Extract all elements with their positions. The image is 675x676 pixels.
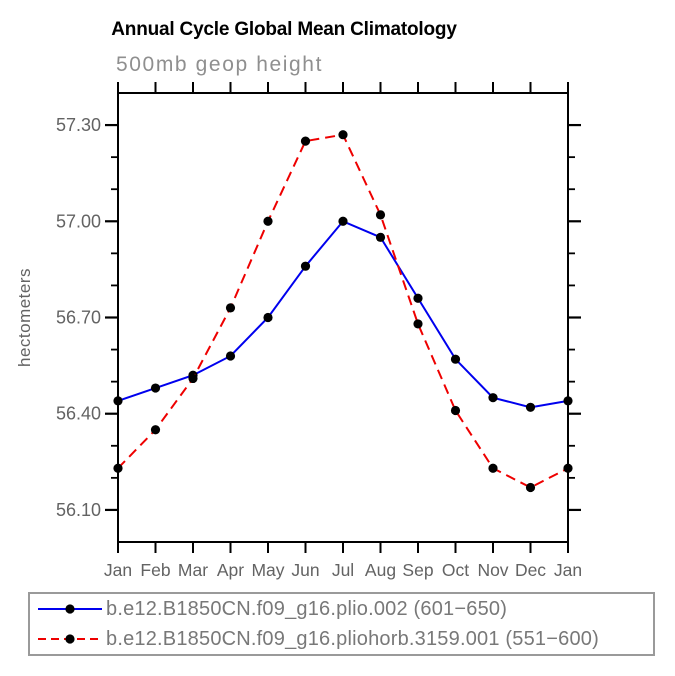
data-point-marker	[188, 373, 198, 384]
chart-subtitle: 500mb geop height	[116, 53, 324, 76]
legend-marker	[65, 634, 75, 644]
x-tick-label: Oct	[442, 560, 469, 580]
data-point-marker	[263, 216, 273, 226]
x-tick-label: Jun	[291, 560, 319, 580]
legend-line-sample-dashed	[38, 634, 102, 644]
data-point-marker	[488, 463, 498, 473]
legend-label: b.e12.B1850CN.f09_g16.pliohorb.3159.001 …	[106, 627, 599, 650]
x-tick-label: Nov	[477, 560, 508, 580]
y-tick-label: 57.00	[56, 211, 101, 231]
data-point-marker	[338, 216, 348, 226]
x-tick-label: Mar	[178, 560, 208, 580]
chart-canvas: Jan Feb Mar Apr May Jun Jul Aug Sep Oct Nov Dec Jan 5…	[15, 82, 582, 580]
data-point-marker	[563, 463, 573, 473]
series-line-1	[117, 133, 569, 489]
data-point-marker	[450, 354, 461, 364]
y-tick-label: 56.70	[56, 308, 101, 328]
data-point-marker	[113, 396, 123, 406]
data-point-marker	[525, 402, 536, 412]
data-point-marker	[375, 232, 386, 242]
legend-label: b.e12.B1850CN.f09_g16.plio.002 (601−650)	[106, 598, 508, 621]
data-point-marker	[413, 319, 423, 329]
data-point-marker	[263, 312, 273, 323]
data-point-marker	[450, 405, 461, 416]
x-tick-label: Aug	[365, 560, 396, 580]
x-axis-tick-labels: Jan Feb Mar Apr May Jun Jul Aug Sep Oct Nov Dec Jan	[104, 560, 582, 580]
data-point-marker	[225, 351, 236, 361]
x-axis-ticks	[117, 82, 569, 553]
data-point-marker	[300, 261, 311, 271]
x-tick-label: Apr	[217, 560, 244, 580]
x-tick-label: Sep	[402, 560, 433, 580]
x-tick-label: Jan	[554, 560, 582, 580]
legend-item: b.e12.B1850CN.f09_g16.pliohorb.3159.001 …	[30, 625, 653, 653]
series-markers-0	[113, 216, 573, 412]
series-line-0	[117, 220, 569, 409]
legend-item: b.e12.B1850CN.f09_g16.plio.002 (601−650)	[30, 595, 653, 623]
legend-marker	[65, 604, 75, 614]
plot-frame	[117, 92, 569, 543]
y-tick-label: 57.30	[56, 115, 101, 135]
data-point-marker	[225, 303, 236, 313]
data-point-marker	[300, 136, 311, 146]
y-axis-ticks	[105, 123, 581, 512]
x-tick-label: Dec	[515, 560, 546, 580]
series-markers-1	[113, 130, 573, 493]
x-tick-label: Feb	[140, 560, 170, 580]
data-point-marker	[375, 210, 386, 220]
data-point-marker	[413, 293, 423, 303]
data-point-marker	[150, 383, 161, 393]
chart-title: Annual Cycle Global Mean Climatology	[111, 19, 457, 40]
legend-box: b.e12.B1850CN.f09_g16.plio.002 (601−650)…	[28, 592, 655, 656]
y-axis-label: hectometers	[15, 268, 34, 367]
x-tick-label: Jan	[104, 560, 132, 580]
y-tick-label: 56.10	[56, 500, 101, 520]
data-point-marker	[488, 393, 498, 403]
y-tick-label: 56.40	[56, 404, 101, 424]
data-point-marker	[150, 425, 161, 435]
data-point-marker	[338, 130, 348, 140]
data-point-marker	[525, 482, 536, 493]
data-point-marker	[563, 396, 573, 406]
data-point-marker	[113, 463, 123, 473]
x-tick-label: Jul	[332, 560, 354, 580]
y-axis-tick-labels: 56.10 56.40 56.70 57.00 57.30	[56, 115, 101, 520]
x-tick-label: May	[251, 560, 284, 580]
legend-line-sample-solid	[38, 604, 102, 614]
